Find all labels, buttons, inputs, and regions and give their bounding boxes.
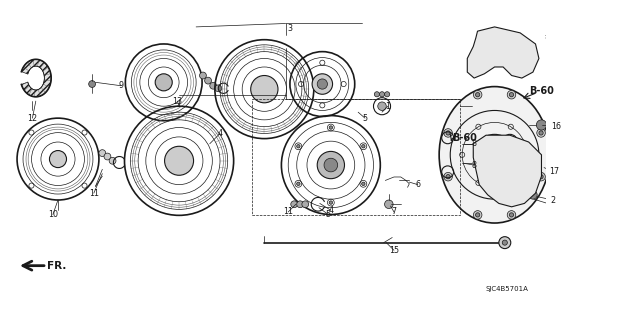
Text: 10: 10 [48,210,58,219]
Circle shape [317,152,344,179]
Circle shape [508,91,516,99]
Circle shape [474,134,515,175]
Circle shape [446,174,450,179]
Circle shape [506,194,513,201]
Text: 9: 9 [118,81,124,90]
Text: FR.: FR. [47,261,67,271]
Circle shape [474,91,482,99]
Circle shape [516,50,533,67]
Circle shape [524,158,540,174]
Text: 5: 5 [362,114,367,122]
Circle shape [104,153,111,160]
Circle shape [520,54,529,63]
Circle shape [509,213,514,217]
Text: 8: 8 [472,160,477,169]
Circle shape [205,77,211,84]
Text: 8: 8 [472,139,477,148]
Text: 11: 11 [284,207,293,217]
Circle shape [478,163,490,175]
Circle shape [444,173,452,181]
Circle shape [302,201,308,208]
Ellipse shape [439,86,550,223]
Circle shape [164,146,193,175]
Circle shape [508,211,516,219]
Circle shape [476,93,480,97]
Circle shape [297,182,300,186]
Circle shape [215,85,221,92]
Circle shape [362,182,365,186]
Circle shape [506,139,513,145]
Circle shape [99,150,106,157]
Circle shape [200,72,206,79]
Circle shape [109,157,116,164]
Circle shape [329,201,333,204]
Circle shape [317,79,328,89]
Polygon shape [467,27,539,78]
Circle shape [537,173,545,181]
Circle shape [385,200,393,209]
Text: 6: 6 [415,180,420,189]
Circle shape [499,237,511,249]
Circle shape [537,129,545,137]
Circle shape [529,162,536,169]
Circle shape [49,151,67,167]
Circle shape [529,191,537,199]
Text: 11: 11 [89,189,99,198]
Circle shape [297,201,303,208]
Text: 13: 13 [172,97,182,106]
Circle shape [312,74,333,94]
Circle shape [210,82,216,89]
Text: 2: 2 [550,196,555,204]
Text: 17: 17 [549,167,559,176]
Circle shape [502,134,518,150]
Circle shape [486,29,503,47]
Circle shape [362,145,365,148]
Circle shape [490,34,499,42]
Circle shape [444,129,452,137]
Bar [252,100,460,214]
Circle shape [329,126,333,129]
Circle shape [476,213,480,217]
Circle shape [502,240,508,245]
Circle shape [378,102,387,110]
Circle shape [502,190,518,205]
Text: 4: 4 [328,206,333,215]
Circle shape [539,131,543,135]
Text: B-60: B-60 [529,86,554,96]
Text: SJC4B5701A: SJC4B5701A [486,286,529,292]
Circle shape [472,61,483,73]
Circle shape [291,201,298,208]
Circle shape [374,92,380,97]
Text: 4: 4 [218,129,223,138]
Text: 12: 12 [28,114,38,122]
Circle shape [324,158,338,172]
Circle shape [89,81,95,87]
Text: 16: 16 [551,122,561,131]
Circle shape [474,211,482,219]
Text: 1: 1 [385,102,390,111]
Circle shape [509,93,514,97]
Circle shape [251,76,278,103]
Circle shape [385,92,390,97]
Text: 5: 5 [326,210,331,219]
Circle shape [380,92,385,97]
Text: B-60: B-60 [452,133,477,143]
Circle shape [297,145,300,148]
Circle shape [446,131,450,135]
Circle shape [155,74,172,91]
Text: 3: 3 [287,24,292,33]
Circle shape [452,158,462,168]
Circle shape [536,120,547,130]
Circle shape [539,174,543,179]
Polygon shape [473,135,541,207]
Text: 15: 15 [389,246,399,255]
Polygon shape [21,59,51,97]
Text: 7: 7 [392,207,397,217]
Circle shape [452,139,462,149]
